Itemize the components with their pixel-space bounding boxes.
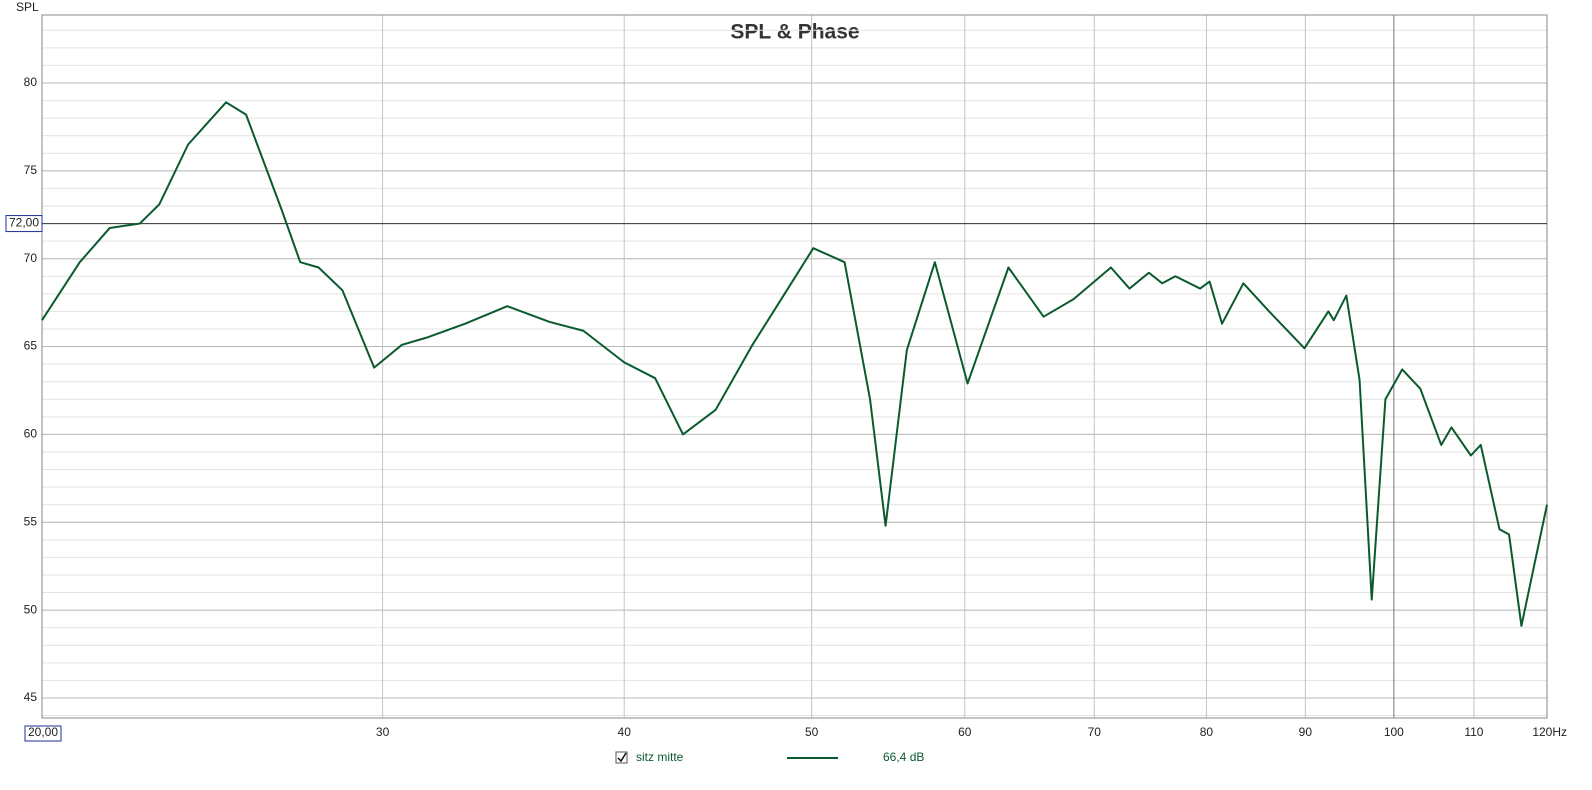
cursor-x-label: 20,00 [28,725,58,739]
plot-frame [41,14,1548,719]
x-tick-label: 70 [1088,725,1102,739]
y-tick-label: 50 [24,602,38,616]
y-tick-label: 70 [24,251,38,265]
x-tick-label: 120Hz [1532,725,1567,739]
cursor-label-box [24,725,62,742]
x-tick-label: 110 [1464,725,1483,739]
x-tick-label: 50 [805,725,819,739]
x-tick-label: 90 [1299,725,1313,739]
x-tick-label: 100 [1384,725,1404,739]
legend-checkmark [617,752,627,763]
x-tick-label: 30 [376,725,390,739]
legend-checkbox [615,751,628,764]
y-tick-label: 60 [24,427,38,441]
legend-value: 66,4 dB [883,750,924,764]
legend-label: sitz mitte [636,750,684,764]
cursor-y-label: 72,00 [9,216,39,230]
series-line [41,101,1548,627]
y-axis-label: SPL [16,0,39,14]
x-tick-label: 40 [618,725,632,739]
chart-title: SPL & Phase [730,21,859,44]
y-tick-label: 80 [24,75,38,89]
y-tick-label: 45 [24,690,38,704]
y-tick-label: 65 [24,339,38,353]
x-tick-label: 80 [1200,725,1214,739]
cursor-label-box [5,215,43,233]
y-tick-label: 55 [24,514,38,528]
y-tick-label: 75 [24,163,38,177]
x-tick-label: 60 [958,725,972,739]
